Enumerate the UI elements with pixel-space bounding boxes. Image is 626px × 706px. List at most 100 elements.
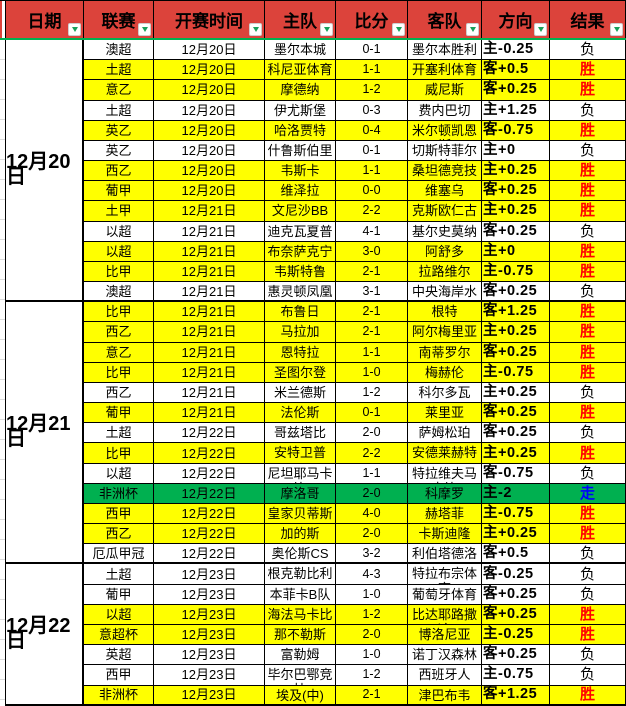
- home-team-cell[interactable]: 布鲁日: [265, 302, 336, 323]
- league-cell[interactable]: 比甲: [84, 261, 154, 283]
- direction-cell[interactable]: 主+0.25: [482, 322, 550, 343]
- direction-cell[interactable]: 客+0.25: [482, 584, 550, 605]
- away-team-cell[interactable]: 诺丁汉森林: [408, 645, 482, 666]
- score-cell[interactable]: 1-1: [336, 161, 408, 182]
- home-team-cell[interactable]: 富勒姆: [265, 645, 336, 666]
- result-cell[interactable]: 胜: [550, 403, 626, 424]
- away-team-cell[interactable]: 津巴布韦: [408, 685, 482, 706]
- result-cell[interactable]: 胜: [550, 685, 626, 706]
- date-section-cell[interactable]: 12月20日: [6, 40, 84, 303]
- filter-dropdown-button[interactable]: [320, 23, 333, 36]
- home-team-cell[interactable]: 韦斯卡: [265, 161, 336, 182]
- filter-dropdown-button[interactable]: [392, 23, 405, 36]
- home-team-cell[interactable]: 恩特拉: [265, 342, 336, 363]
- away-team-cell[interactable]: 安德莱赫特: [408, 443, 482, 464]
- filter-dropdown-button[interactable]: [138, 23, 151, 36]
- league-cell[interactable]: 西乙: [84, 322, 154, 343]
- kickoff-time-cell[interactable]: 12月20日: [154, 140, 265, 162]
- filter-dropdown-button[interactable]: [534, 23, 547, 36]
- filter-dropdown-button[interactable]: [610, 23, 623, 36]
- home-team-cell[interactable]: 根克勒比利: [265, 564, 336, 585]
- kickoff-time-cell[interactable]: 12月23日: [154, 665, 265, 686]
- kickoff-time-cell[interactable]: 12月22日: [154, 423, 265, 444]
- direction-cell[interactable]: 客+0.25: [482, 645, 550, 666]
- score-cell[interactable]: 2-1: [336, 302, 408, 323]
- kickoff-time-cell[interactable]: 12月20日: [154, 80, 265, 101]
- away-team-cell[interactable]: 萨姆松珀: [408, 423, 482, 444]
- league-cell[interactable]: 以超: [84, 241, 154, 262]
- home-team-cell[interactable]: 维泽拉: [265, 181, 336, 202]
- score-cell[interactable]: 1-2: [336, 604, 408, 625]
- result-cell[interactable]: 胜: [550, 60, 626, 81]
- kickoff-time-cell[interactable]: 12月20日: [154, 100, 265, 121]
- score-cell[interactable]: 1-1: [336, 60, 408, 81]
- score-cell[interactable]: 3-2: [336, 544, 408, 565]
- league-cell[interactable]: 土超: [84, 60, 154, 81]
- league-cell[interactable]: 土甲: [84, 201, 154, 222]
- home-team-cell[interactable]: 那不勒斯: [265, 624, 336, 646]
- score-cell[interactable]: 1-2: [336, 80, 408, 101]
- league-cell[interactable]: 西甲: [84, 503, 154, 525]
- direction-cell[interactable]: 客+0.25: [482, 423, 550, 444]
- league-cell[interactable]: 比甲: [84, 302, 154, 323]
- kickoff-time-cell[interactable]: 12月22日: [154, 524, 265, 545]
- result-cell[interactable]: 胜: [550, 261, 626, 283]
- league-cell[interactable]: 比甲: [84, 362, 154, 383]
- away-team-cell[interactable]: 米尔顿凯恩斯: [408, 120, 482, 141]
- league-cell[interactable]: 意乙: [84, 342, 154, 363]
- direction-cell[interactable]: 主+0.25: [482, 524, 550, 545]
- league-cell[interactable]: 西乙: [84, 161, 154, 182]
- league-cell[interactable]: 意超杯: [84, 624, 154, 646]
- result-cell[interactable]: 走: [550, 483, 626, 504]
- kickoff-time-cell[interactable]: 12月21日: [154, 302, 265, 323]
- kickoff-time-cell[interactable]: 12月21日: [154, 241, 265, 262]
- result-cell[interactable]: 负: [550, 221, 626, 242]
- direction-cell[interactable]: 客-0.75: [482, 120, 550, 141]
- home-team-cell[interactable]: 法伦斯: [265, 403, 336, 424]
- column-header-home[interactable]: 主队: [265, 1, 336, 38]
- column-header-date[interactable]: 日期: [6, 1, 84, 38]
- column-header-league[interactable]: 联赛: [84, 1, 154, 38]
- kickoff-time-cell[interactable]: 12月20日: [154, 40, 265, 61]
- score-cell[interactable]: 4-3: [336, 564, 408, 585]
- direction-cell[interactable]: 主-2: [482, 483, 550, 504]
- result-cell[interactable]: 负: [550, 40, 626, 61]
- home-team-cell[interactable]: 摩洛哥: [265, 483, 336, 504]
- result-cell[interactable]: 胜: [550, 362, 626, 383]
- column-header-direction[interactable]: 方向: [482, 1, 550, 38]
- home-team-cell[interactable]: 布奈萨克宁: [265, 241, 336, 262]
- result-cell[interactable]: 负: [550, 665, 626, 686]
- direction-cell[interactable]: 主-0.75: [482, 503, 550, 525]
- league-cell[interactable]: 以超: [84, 604, 154, 625]
- home-team-cell[interactable]: 奥伦斯CS: [265, 544, 336, 565]
- score-cell[interactable]: 0-3: [336, 100, 408, 121]
- home-team-cell[interactable]: 科尼亚体育: [265, 60, 336, 81]
- kickoff-time-cell[interactable]: 12月23日: [154, 624, 265, 646]
- home-team-cell[interactable]: 尼坦耶马卡比: [265, 463, 336, 484]
- score-cell[interactable]: 0-4: [336, 120, 408, 141]
- home-team-cell[interactable]: 韦斯特鲁: [265, 261, 336, 283]
- direction-cell[interactable]: 主+0.25: [482, 443, 550, 464]
- direction-cell[interactable]: 主-0.25: [482, 624, 550, 646]
- kickoff-time-cell[interactable]: 12月22日: [154, 503, 265, 525]
- kickoff-time-cell[interactable]: 12月23日: [154, 645, 265, 666]
- column-header-kickoff[interactable]: 开赛时间: [154, 1, 265, 38]
- kickoff-time-cell[interactable]: 12月21日: [154, 403, 265, 424]
- result-cell[interactable]: 负: [550, 544, 626, 565]
- direction-cell[interactable]: 主-0.75: [482, 261, 550, 283]
- kickoff-time-cell[interactable]: 12月21日: [154, 201, 265, 222]
- league-cell[interactable]: 土超: [84, 423, 154, 444]
- league-cell[interactable]: 西甲: [84, 665, 154, 686]
- direction-cell[interactable]: 主+0.25: [482, 161, 550, 182]
- away-team-cell[interactable]: 根特: [408, 302, 482, 323]
- result-cell[interactable]: 胜: [550, 604, 626, 625]
- score-cell[interactable]: 2-0: [336, 483, 408, 504]
- league-cell[interactable]: 英超: [84, 645, 154, 666]
- score-cell[interactable]: 1-2: [336, 382, 408, 404]
- away-team-cell[interactable]: 中央海岸水手: [408, 282, 482, 303]
- kickoff-time-cell[interactable]: 12月21日: [154, 282, 265, 303]
- direction-cell[interactable]: 主+1.25: [482, 100, 550, 121]
- league-cell[interactable]: 西乙: [84, 382, 154, 404]
- league-cell[interactable]: 葡甲: [84, 181, 154, 202]
- league-cell[interactable]: 以超: [84, 221, 154, 242]
